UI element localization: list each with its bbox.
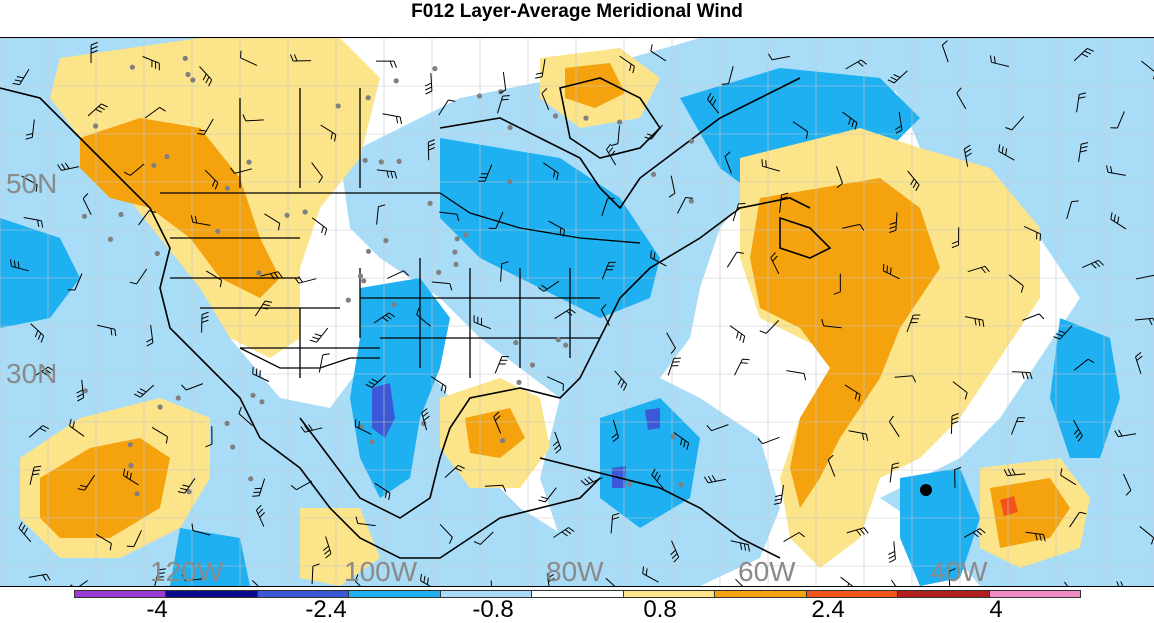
station-dot [82, 214, 87, 219]
station-dot [128, 463, 133, 468]
map-svg [0, 38, 1154, 586]
colorbar-segment [348, 590, 440, 598]
station-dot [553, 113, 558, 118]
station-dot [215, 229, 220, 234]
station-dot [671, 434, 676, 439]
station-dot [336, 103, 341, 108]
station-dot [394, 78, 399, 83]
station-dot [366, 249, 371, 254]
station-dot [250, 393, 255, 398]
station-dot [185, 72, 190, 77]
station-dot [397, 159, 402, 164]
station-dot [285, 213, 290, 218]
station-dot [530, 362, 535, 367]
colorbar-label: 4 [989, 598, 1002, 622]
station-dot [507, 179, 512, 184]
station-dot [128, 442, 133, 447]
station-dot [346, 298, 351, 303]
station-dot [477, 93, 482, 98]
wind-barb [758, 437, 780, 443]
station-dot [230, 444, 235, 449]
colorbar-label: -2.4 [305, 598, 346, 622]
station-dot [93, 123, 98, 128]
station-dot [452, 250, 457, 255]
station-dot [108, 237, 113, 242]
station-dot [363, 158, 368, 163]
station-dot [617, 120, 622, 125]
colorbar-label: -4 [146, 598, 167, 622]
station-dot [225, 186, 230, 191]
station-dot [463, 232, 468, 237]
station-dot [678, 482, 683, 487]
map-title: F012 Layer-Average Meridional Wind [0, 0, 1154, 30]
wind-barb [730, 326, 745, 343]
station-dot [689, 198, 694, 203]
station-dot [383, 238, 388, 243]
station-dot [164, 154, 169, 159]
station-dot [455, 236, 460, 241]
colorbar-segment [714, 590, 806, 598]
colorbar-label: 0.8 [643, 598, 676, 622]
station-dot [118, 212, 123, 217]
station-dot [135, 491, 140, 496]
station-dot [303, 209, 308, 214]
station-dot [259, 399, 264, 404]
station-dot [516, 380, 521, 385]
station-dot [508, 125, 513, 130]
wind-barb [841, 577, 855, 586]
station-dot [158, 404, 163, 409]
station-dot [361, 278, 366, 283]
station-dot [583, 116, 588, 121]
station-dot [190, 77, 195, 82]
station-dot [155, 251, 160, 256]
station-dot [556, 337, 561, 342]
station-dot [369, 439, 374, 444]
colorbar-segment [165, 590, 257, 598]
station-dot [563, 343, 568, 348]
station-dot [256, 270, 261, 275]
station-dot [513, 340, 518, 345]
wind-barb [310, 328, 328, 342]
station-dot [130, 65, 135, 70]
colorbar [74, 590, 1080, 598]
station-dot [436, 270, 441, 275]
station-dot [183, 56, 188, 61]
station-dot [366, 95, 371, 100]
colorbar-segment [897, 590, 989, 598]
wind-barb [736, 579, 749, 586]
wind-barb [425, 73, 432, 94]
location-marker [920, 484, 932, 496]
station-dot [151, 163, 156, 168]
station-dot [500, 438, 505, 443]
station-dot [651, 172, 656, 177]
wind-barb [735, 359, 750, 375]
station-dot [432, 66, 437, 71]
station-dot [391, 302, 396, 307]
colorbar-label: 2.4 [811, 598, 844, 622]
colorbar-segment [989, 590, 1081, 598]
colorbar-segment [531, 590, 623, 598]
wind-shading [0, 38, 1154, 586]
wind-barb [376, 61, 397, 68]
wind-barb [786, 371, 805, 381]
station-dot [225, 421, 230, 426]
colorbar-label: -0.8 [472, 598, 513, 622]
station-dot [379, 159, 384, 164]
station-dot [358, 274, 363, 279]
station-dot [627, 482, 632, 487]
map-panel: 50N 30N 120W 100W 80W 60W 40W [0, 37, 1154, 587]
station-dot [246, 160, 251, 165]
wind-barb [383, 114, 402, 124]
station-dot [689, 139, 694, 144]
station-dot [176, 395, 181, 400]
station-dot [83, 388, 88, 393]
station-dot [248, 476, 253, 481]
station-dot [428, 201, 433, 206]
station-dot [453, 262, 458, 267]
wind-barb [319, 354, 329, 373]
wind-barb [891, 580, 901, 586]
wind-barb [888, 541, 895, 562]
wind-barb [495, 357, 509, 374]
